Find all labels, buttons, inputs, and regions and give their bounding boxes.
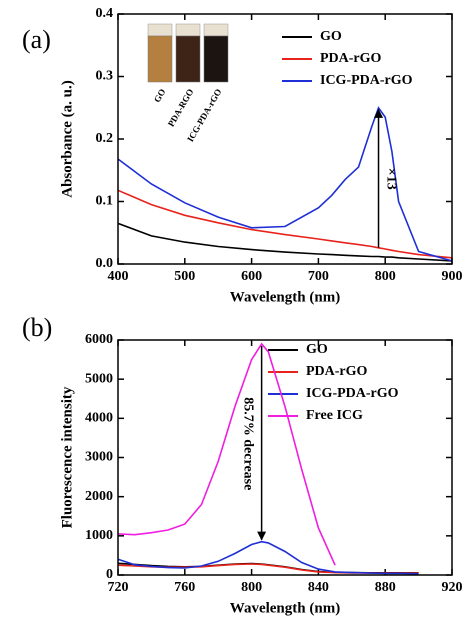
- plot-frame: [117, 13, 453, 265]
- y-tick-label: 5000: [85, 371, 113, 386]
- y-tick-label: 0.0: [96, 256, 114, 271]
- legend-label: Free ICG: [306, 408, 363, 423]
- vial: [175, 35, 201, 83]
- panel-label: (b): [22, 313, 52, 342]
- vial-cap: [203, 23, 229, 37]
- legend-label: GO: [320, 29, 342, 44]
- y-tick-label: 0.4: [96, 6, 114, 21]
- x-tick-label: 720: [108, 580, 129, 595]
- y-tick-label: 0.2: [96, 131, 114, 146]
- y-tick-label: 0.3: [96, 69, 114, 84]
- vial-cap: [175, 23, 201, 37]
- x-tick-label: 600: [241, 269, 262, 284]
- y-tick-label: 0.1: [96, 194, 114, 209]
- data-line: [117, 342, 336, 566]
- data-line: [117, 540, 419, 575]
- inset-label: PDA-RGO: [166, 87, 196, 128]
- data-line: [117, 106, 453, 262]
- y-tick-label: 1000: [85, 528, 113, 543]
- data-line: [117, 563, 419, 574]
- x-tick-label: 920: [442, 580, 463, 595]
- inset-label: GO: [152, 87, 168, 104]
- y-axis-label: Fluorescence intensity: [59, 386, 75, 528]
- y-axis-label: Absorbance (a. u.): [59, 80, 75, 198]
- x-tick-label: 700: [308, 269, 329, 284]
- legend-label: GO: [306, 342, 328, 357]
- panel-label: (a): [22, 25, 51, 54]
- vial: [147, 35, 173, 83]
- y-tick-label: 0: [106, 567, 113, 582]
- data-line: [117, 222, 453, 262]
- legend-label: ICG-PDA-rGO: [306, 386, 399, 401]
- y-tick-label: 3000: [85, 450, 113, 465]
- y-tick-label: 2000: [85, 489, 113, 504]
- legend-label: ICG-PDA-rGO: [320, 73, 413, 88]
- legend-label: PDA-rGO: [306, 364, 368, 379]
- x-tick-label: 500: [174, 269, 195, 284]
- annotation: 85.7% decrease: [240, 397, 255, 490]
- x-tick-label: 880: [375, 580, 396, 595]
- x-tick-label: 840: [308, 580, 329, 595]
- data-line: [117, 189, 453, 259]
- vial: [203, 35, 229, 83]
- x-tick-label: 800: [375, 269, 396, 284]
- x-tick-label: 800: [241, 580, 262, 595]
- x-tick-label: 760: [174, 580, 195, 595]
- x-tick-label: 900: [442, 269, 463, 284]
- y-tick-label: 6000: [85, 332, 113, 347]
- plot-frame: [117, 339, 453, 576]
- x-axis-label: Wavelength (nm): [230, 289, 340, 305]
- y-tick-label: 4000: [85, 411, 113, 426]
- vial-cap: [147, 23, 173, 37]
- x-axis-label: Wavelength (nm): [230, 600, 340, 616]
- annotation: ×13: [383, 168, 398, 190]
- legend-label: PDA-rGO: [320, 51, 382, 66]
- x-tick-label: 400: [108, 269, 129, 284]
